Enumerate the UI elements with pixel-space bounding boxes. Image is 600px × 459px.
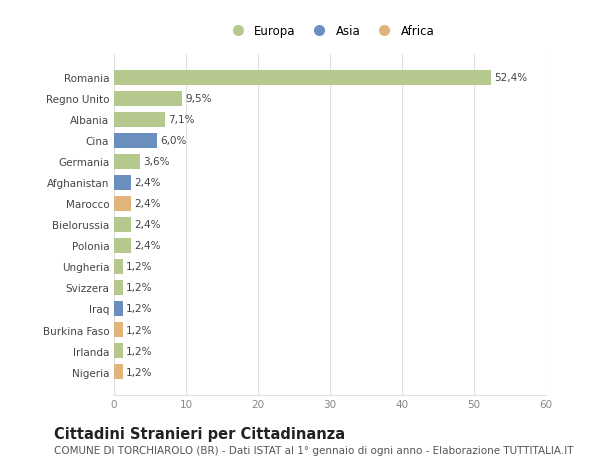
- Bar: [114, 218, 131, 232]
- Text: 2,4%: 2,4%: [134, 220, 161, 230]
- Text: COMUNE DI TORCHIAROLO (BR) - Dati ISTAT al 1° gennaio di ogni anno - Elaborazion: COMUNE DI TORCHIAROLO (BR) - Dati ISTAT …: [54, 445, 574, 455]
- Bar: [114, 91, 182, 106]
- Bar: [114, 259, 122, 274]
- Bar: [114, 112, 165, 128]
- Bar: [114, 71, 491, 86]
- Text: 2,4%: 2,4%: [134, 199, 161, 209]
- Text: 9,5%: 9,5%: [185, 94, 212, 104]
- Text: 1,2%: 1,2%: [125, 262, 152, 272]
- Bar: [114, 175, 131, 190]
- Bar: [114, 280, 122, 296]
- Text: 7,1%: 7,1%: [168, 115, 194, 125]
- Text: 1,2%: 1,2%: [125, 304, 152, 314]
- Bar: [114, 343, 122, 358]
- Text: 6,0%: 6,0%: [160, 136, 187, 146]
- Text: 3,6%: 3,6%: [143, 157, 169, 167]
- Text: 1,2%: 1,2%: [125, 325, 152, 335]
- Bar: [114, 134, 157, 149]
- Text: 1,2%: 1,2%: [125, 346, 152, 356]
- Bar: [114, 154, 140, 169]
- Text: Cittadini Stranieri per Cittadinanza: Cittadini Stranieri per Cittadinanza: [54, 426, 345, 441]
- Bar: [114, 196, 131, 212]
- Text: 2,4%: 2,4%: [134, 241, 161, 251]
- Text: 1,2%: 1,2%: [125, 367, 152, 377]
- Bar: [114, 301, 122, 316]
- Bar: [114, 238, 131, 253]
- Text: 52,4%: 52,4%: [494, 73, 527, 83]
- Bar: [114, 364, 122, 379]
- Text: 1,2%: 1,2%: [125, 283, 152, 293]
- Legend: Europa, Asia, Africa: Europa, Asia, Africa: [221, 20, 439, 43]
- Text: 2,4%: 2,4%: [134, 178, 161, 188]
- Bar: [114, 322, 122, 337]
